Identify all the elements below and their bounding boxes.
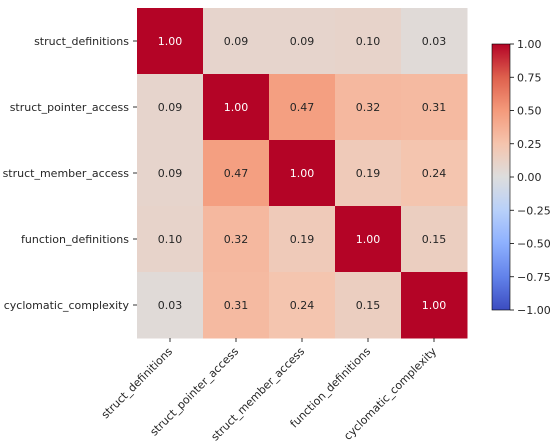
heatmap-cell: [335, 206, 402, 273]
colorbar-tick-label: 0.25: [517, 138, 542, 151]
heatmap-cell: [401, 140, 468, 207]
heatmap-cell: [137, 8, 204, 75]
cell-value-label: 0.32: [356, 101, 381, 114]
cell-value-label: 0.19: [356, 167, 381, 180]
colorbar-tick-label: 0.00: [517, 171, 542, 184]
row-tick-label: struct_member_access: [3, 167, 130, 180]
cell-value-label: 0.31: [422, 101, 447, 114]
cell-value-label: 0.24: [290, 299, 315, 312]
colorbar-tick-label: 0.75: [517, 71, 542, 84]
heatmap-cell: [335, 140, 402, 207]
colorbar-tick-label: −1.00: [517, 304, 550, 317]
row-tick-label: struct_definitions: [34, 35, 129, 48]
cell-value-label: 0.32: [224, 233, 249, 246]
cell-value-label: 0.31: [224, 299, 249, 312]
row-tick-label: function_definitions: [21, 233, 129, 246]
cell-value-label: 1.00: [158, 35, 183, 48]
colorbar-gradient: [491, 43, 511, 311]
cell-value-label: 1.00: [224, 101, 249, 114]
heatmap-cell: [335, 8, 402, 75]
colorbar-tick-label: −0.25: [517, 204, 550, 217]
cell-value-label: 1.00: [422, 299, 447, 312]
cell-value-label: 0.10: [356, 35, 381, 48]
colorbar-tick-label: −0.75: [517, 271, 550, 284]
heatmap-cell: [269, 8, 336, 75]
column-tick-label: struct_definitions: [99, 345, 175, 421]
cell-value-label: 0.24: [422, 167, 447, 180]
heatmap-cells: [137, 8, 468, 339]
row-tick-labels: struct_definitions struct_pointer_accesss…: [3, 35, 137, 312]
heatmap-cell: [203, 272, 270, 339]
cell-value-label: 0.47: [290, 101, 315, 114]
heatmap-cell: [203, 206, 270, 273]
heatmap-cell: [269, 272, 336, 339]
heatmap-cell: [203, 74, 270, 141]
heatmap-cell: [401, 272, 468, 339]
cell-value-label: 1.00: [290, 167, 315, 180]
heatmap-cell: [401, 8, 468, 75]
row-tick-label: struct_pointer_access: [10, 101, 130, 114]
cell-value-label: 0.09: [290, 35, 315, 48]
heatmap-cell: [137, 206, 204, 273]
colorbar: 1.00 0.75 0.50 0.25 0.00 −0.25 −0.50 −0.75 −1.00: [491, 38, 550, 317]
cell-value-label: 0.03: [422, 35, 447, 48]
heatmap-cell: [137, 272, 204, 339]
colorbar-tick-label: −0.50: [517, 238, 550, 251]
row-tick-label: cyclomatic_complexity: [4, 299, 130, 312]
cell-value-label: 0.15: [422, 233, 447, 246]
cell-value-label: 0.09: [158, 167, 183, 180]
cell-value-label: 0.19: [290, 233, 315, 246]
cell-value-label: 0.47: [224, 167, 249, 180]
heatmap-cell: [401, 206, 468, 273]
heatmap-cell: [137, 140, 204, 207]
heatmap-value-labels: 1.00 0.09 0.09 0.10 0.03 0.09 1.00 0.47 0.32 0.31…: [158, 35, 447, 312]
cell-value-label: 0.10: [158, 233, 183, 246]
heatmap-cell: [137, 74, 204, 141]
cell-value-label: 0.03: [158, 299, 183, 312]
colorbar-tick-label: 0.50: [517, 105, 542, 118]
heatmap-cell: [335, 272, 402, 339]
cell-value-label: 0.09: [224, 35, 249, 48]
cell-value-label: 0.09: [158, 101, 183, 114]
heatmap-cell: [203, 140, 270, 207]
column-tick-labels: struct_definitionsstruct_pointer_accesss…: [99, 338, 439, 444]
heatmap-cell: [401, 74, 468, 141]
colorbar-tick-label: 1.00: [517, 38, 542, 51]
heatmap-cell: [269, 140, 336, 207]
heatmap-cell: [335, 74, 402, 141]
heatmap-cell: [269, 206, 336, 273]
heatmap-cell: [269, 74, 336, 141]
heatmap-cell: [203, 8, 270, 75]
cell-value-label: 0.15: [356, 299, 381, 312]
cell-value-label: 1.00: [356, 233, 381, 246]
